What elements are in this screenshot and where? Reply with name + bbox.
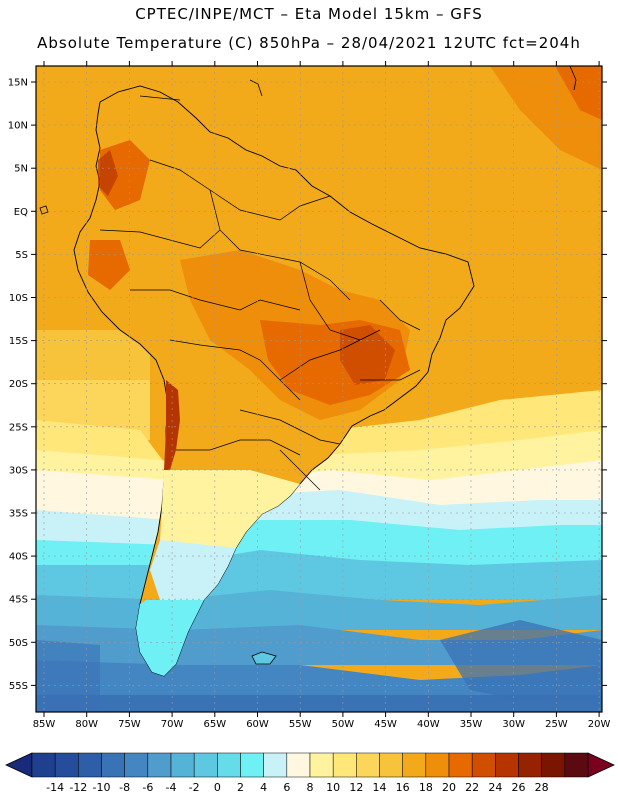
lon-label-60W: 60W [246,719,269,730]
colorbar-swatch [332,752,357,778]
colorbar-swatch [541,752,566,778]
lon-label-35W: 35W [460,719,483,730]
colorbar-label: 0 [214,781,221,794]
colorbar-label: 20 [442,781,456,794]
map-frame [35,65,603,713]
colorbar-label: 26 [512,781,526,794]
lon-label-85W: 85W [33,719,56,730]
colorbar-swatch [495,752,519,778]
lon-label-25W: 25W [545,719,568,730]
colorbar-swatch [448,752,473,778]
colorbar-swatch [101,752,125,778]
colorbar: -14 -12 -10 -8 -6 -4 -2 0 2 4 6 8 10 12 14 16 18 20 22 24 26… [5,752,615,794]
colorbar-label: -6 [142,781,153,794]
lon-label-45W: 45W [374,719,397,730]
lon-label-20W: 20W [588,719,611,730]
lat-label-40S: 40S [9,552,28,563]
colorbar-label: 24 [488,781,502,794]
lat-label-10S: 10S [9,293,28,304]
colorbar-swatch [193,752,218,778]
colorbar-swatch [379,752,403,778]
colorbar-label: 12 [349,781,363,794]
latitude-axis: 15N 10N 5N EQ 5S 10S 15S 20S 25S 30S 35S 40S 45S 50S 5… [8,78,28,692]
lat-label-55S: 55S [9,681,28,692]
lat-label-45S: 45S [9,595,28,606]
colorbar-swatch [147,752,172,778]
lat-label-25S: 25S [9,422,28,433]
temperature-field [36,66,602,712]
lon-label-70W: 70W [161,719,184,730]
chart-title-line2: Absolute Temperature (C) 850hPa – 28/04/… [37,34,581,52]
colorbar-swatch [471,752,496,778]
longitude-axis: 85W 80W 75W 70W 65W 60W 55W 50W 45W 40W 35W 30W 25W 2… [33,719,611,730]
colorbar-swatch [54,752,79,778]
lat-label-35S: 35S [9,509,28,520]
colorbar-left-arrow [5,752,33,778]
colorbar-swatch [240,752,264,778]
lon-label-75W: 75W [118,719,141,730]
colorbar-label: 14 [373,781,387,794]
lat-label-30S: 30S [9,465,28,476]
colorbar-swatch [356,752,380,778]
colorbar-swatch [170,752,195,778]
lat-label-5N: 5N [14,164,28,175]
colorbar-label: 16 [396,781,410,794]
colorbar-label: 22 [465,781,479,794]
colorbar-label: 8 [307,781,314,794]
colorbar-swatch [217,752,241,778]
colorbar-label: -8 [119,781,130,794]
colorbar-swatch [286,752,311,778]
lat-label-15N: 15N [8,78,28,89]
colorbar-swatch [518,752,542,778]
colorbar-label: -10 [93,781,111,794]
lat-label-50S: 50S [9,638,28,649]
colorbar-label: 18 [419,781,433,794]
colorbar-swatch [309,752,334,778]
colorbar-label: -12 [69,781,87,794]
colorbar-right-arrow [587,752,615,778]
lat-label-5S: 5S [15,250,28,261]
lat-label-20S: 20S [9,379,28,390]
lat-label-EQ: EQ [14,207,28,218]
chart-title-line1: CPTEC/INPE/MCT – Eta Model 15km – GFS [135,5,483,23]
colorbar-swatch [263,752,288,778]
lon-label-50W: 50W [332,719,355,730]
lon-label-55W: 55W [289,719,312,730]
lat-label-10N: 10N [8,121,28,132]
lon-label-65W: 65W [203,719,226,730]
colorbar-label: 6 [283,781,290,794]
colorbar-label: -4 [166,781,177,794]
colorbar-swatch [402,752,427,778]
colorbar-label: 2 [237,781,244,794]
map-gridlines [36,66,602,712]
colorbar-swatch [31,752,56,778]
lat-label-15S: 15S [9,336,28,347]
colorbar-swatch [425,752,450,778]
colorbar-swatch [124,752,149,778]
colorbar-label: -2 [189,781,200,794]
colorbar-label: 10 [326,781,340,794]
colorbar-label: 28 [535,781,549,794]
colorbar-swatch [78,752,102,778]
colorbar-label: -14 [46,781,64,794]
lon-label-30W: 30W [502,719,525,730]
colorbar-label: 4 [260,781,267,794]
colorbar-swatch [564,752,589,778]
lon-label-40W: 40W [417,719,440,730]
axis-ticks [31,61,607,717]
lon-label-80W: 80W [75,719,98,730]
